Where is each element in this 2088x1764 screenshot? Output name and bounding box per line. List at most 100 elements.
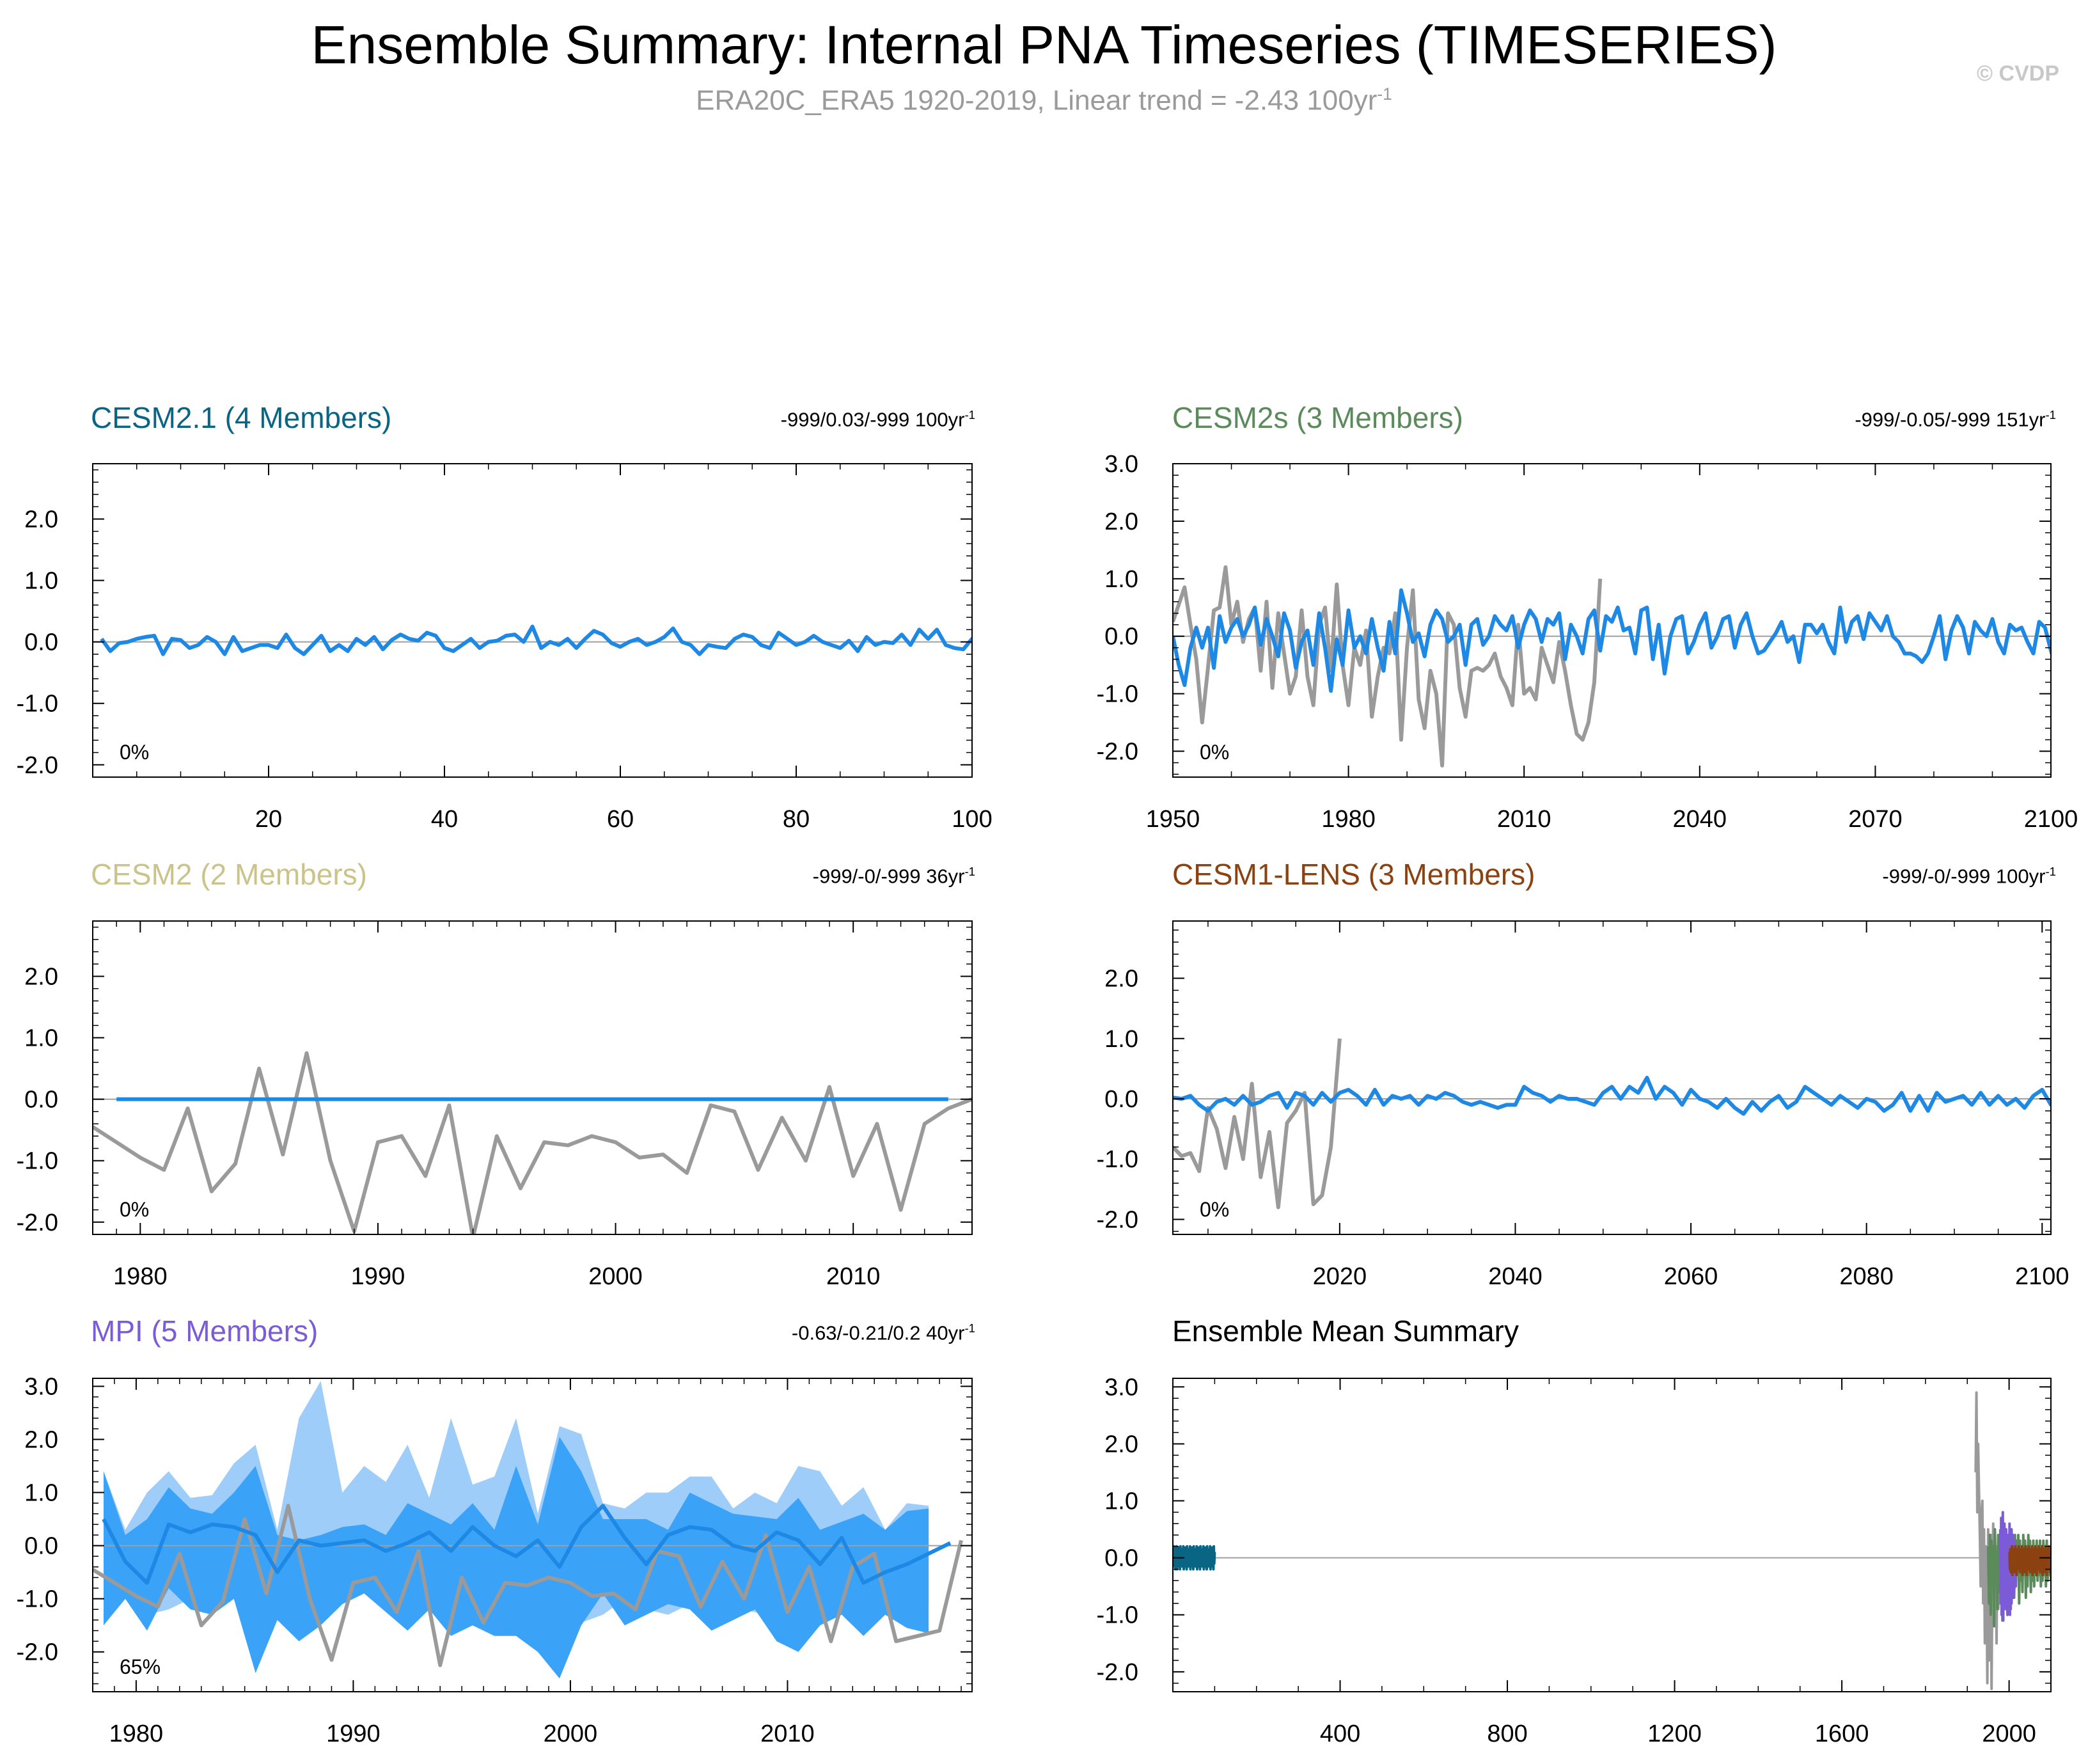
x-tick-label: 1200 [1647,1721,1702,1747]
subtitle-superscript: -1 [1377,84,1392,104]
plot-frame [1172,463,2052,778]
x-tick-label: 1950 [1146,806,1200,833]
trend-text: -999/-0/-999 100yr [1882,865,2046,888]
x-tick-label: 2000 [1982,1721,2036,1747]
x-tick-label: 1980 [113,1263,168,1290]
y-tick-label: 0.0 [24,629,58,656]
y-tick-label: 2.0 [1104,966,1138,993]
series-observations [93,1051,972,1234]
x-tick-label: 1980 [109,1721,164,1747]
trend-superscript: -1 [2045,865,2056,878]
percent-label: 0% [1200,741,1229,764]
y-tick-label: 1.0 [1104,1488,1138,1515]
panel-cesm2: -2.0 -1.0 0.0 1.0 2.0 1980 1990 2000 2010 0% [17,920,973,1290]
x-tick-label: 800 [1487,1721,1527,1747]
trend-superscript: -1 [2045,408,2056,421]
plot-area [1173,1038,2051,1209]
y-tick-label: 1.0 [24,1480,58,1507]
plot-area [93,1381,972,1679]
y-tick-label: 1.0 [1104,566,1138,593]
x-tick-label: 80 [783,806,810,833]
panel-title-cesm2: CESM2 (2 Members) [91,858,367,891]
y-tick-label: 0.0 [1104,624,1138,650]
percent-label: 65% [120,1655,161,1678]
trend-superscript: -1 [964,1321,975,1335]
x-tick-label: 20 [255,806,282,833]
x-tick-label: 2020 [1313,1263,1367,1290]
y-tick-label: 1.0 [24,568,58,595]
y-tick-label: -1.0 [1097,1146,1138,1173]
panel-trend-cesm1lens: -999/-0/-999 100yr-1 [1882,865,2056,888]
x-tick-label: 2000 [588,1263,643,1290]
plot-area [1173,565,2051,768]
y-tick-label: -1.0 [1097,681,1138,708]
percent-label: 0% [1200,1198,1229,1221]
y-tick-label: 2.0 [24,1427,58,1454]
x-tick-label: 2010 [826,1263,881,1290]
trend-superscript: -1 [964,408,975,421]
x-tick-label: 2080 [1839,1263,1894,1290]
series-ensemble-mean [1173,588,2051,693]
trend-text: -999/-0.05/-999 151yr [1855,408,2046,431]
plot-area [1173,1391,2051,1690]
y-tick-label: 3.0 [24,1373,58,1400]
y-tick-label: -1.0 [17,1586,58,1613]
panel-title-cesm2s: CESM2s (3 Members) [1172,401,1463,434]
cvdp-credit: © CVDP [1977,61,2059,86]
panel-trend-cesm2s: -999/-0.05/-999 151yr-1 [1855,408,2056,431]
panel-title-summary: Ensemble Mean Summary [1172,1314,1519,1348]
y-tick-label: 2.0 [1104,508,1138,535]
panel-cesm21: -2.0 -1.0 0.0 1.0 2.0 20 40 60 80 100 0% [17,463,993,833]
y-tick-label: 3.0 [1104,1374,1138,1401]
y-tick-label: 2.0 [1104,1431,1138,1458]
y-tick-label: 1.0 [24,1025,58,1052]
series-observations [93,1504,963,1667]
x-tick-label: 2010 [1497,806,1551,833]
y-tick-label: 0.0 [24,1087,58,1114]
series-ensemble-mean [1173,1076,2051,1116]
series-ensemble-mean [100,624,972,656]
y-tick-label: -2.0 [1097,1206,1138,1233]
x-tick-label: 2070 [1848,806,1903,833]
trend-superscript: -1 [964,865,975,878]
plot-area [93,1051,972,1234]
plot-area [93,624,972,656]
page-title: Ensemble Summary: Internal PNA Timeserie… [311,15,1777,75]
trend-text: -999/-0/-999 36yr [812,865,965,888]
series-observations [1173,565,1603,768]
trend-text: -999/0.03/-999 100yr [780,408,965,431]
y-tick-label: -2.0 [1097,739,1138,766]
y-tick-label: 3.0 [1104,451,1138,478]
panel-cesm1lens: -2.0 -1.0 0.0 1.0 2.0 2020 2040 2060 2080 2100 0% [1097,920,2069,1290]
trend-text: -0.63/-0.21/0.2 40yr [791,1321,965,1344]
plot-frame [1172,1378,2052,1692]
x-tick-label: 2060 [1664,1263,1718,1290]
x-tick-label: 1600 [1815,1721,1869,1747]
x-tick-label: 1990 [326,1721,381,1747]
x-tick-label: 2010 [760,1721,815,1747]
panel-cesm2s: -2.0 -1.0 0.0 1.0 2.0 3.0 1950 1980 2010 2040 2070… [1097,451,2078,833]
x-tick-label: 2100 [2024,806,2078,833]
y-tick-label: 0.0 [1104,1545,1138,1572]
x-tick-label: 1980 [1321,806,1376,833]
plot-frame [92,463,973,778]
x-tick-label: 60 [607,806,634,833]
x-tick-label: 2000 [544,1721,598,1747]
y-tick-label: -2.0 [17,1639,58,1666]
panel-title-cesm1lens: CESM1-LENS (3 Members) [1172,858,1535,891]
y-tick-label: 2.0 [24,506,58,533]
series-ensemble-mean [102,1504,952,1585]
subtitle-text: ERA20C_ERA5 1920-2019, Linear trend = -2… [696,84,1378,116]
percent-label: 0% [120,741,149,764]
plot-frame [92,920,973,1235]
panel-mpi: -2.0 -1.0 0.0 1.0 2.0 3.0 1980 1990 2000 2010 65% [17,1373,973,1747]
x-tick-label: 2040 [1673,806,1727,833]
y-tick-label: 2.0 [24,963,58,990]
y-tick-label: -2.0 [1097,1659,1138,1686]
y-tick-label: 0.0 [24,1533,58,1560]
panel-summary: -2.0 -1.0 0.0 1.0 2.0 3.0 400 800 1200 1600 2000 [1097,1374,2052,1747]
y-tick-label: -1.0 [17,691,58,718]
x-tick-label: 40 [431,806,458,833]
panel-trend-mpi: -0.63/-0.21/0.2 40yr-1 [792,1321,975,1344]
